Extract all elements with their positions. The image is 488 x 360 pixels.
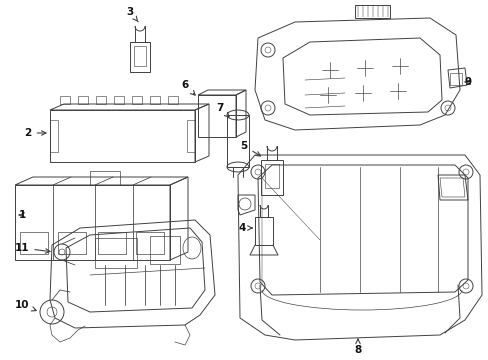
Text: 5: 5 — [240, 141, 260, 156]
Text: 1: 1 — [19, 210, 25, 220]
Text: 7: 7 — [216, 103, 229, 117]
Bar — [95, 238, 137, 268]
Bar — [20, 232, 48, 254]
Bar — [60, 96, 70, 104]
Bar — [134, 46, 146, 66]
Bar — [58, 232, 86, 254]
Text: 11: 11 — [15, 243, 50, 253]
Bar — [130, 42, 150, 72]
Text: 3: 3 — [126, 7, 138, 22]
Text: 10: 10 — [15, 300, 36, 311]
Bar — [50, 120, 58, 152]
Bar — [261, 160, 283, 195]
Bar — [98, 232, 126, 254]
Bar — [226, 115, 248, 167]
Text: 4: 4 — [238, 223, 251, 233]
Bar — [114, 96, 124, 104]
Bar — [96, 96, 106, 104]
Bar — [150, 236, 180, 264]
Bar — [132, 96, 142, 104]
Text: 6: 6 — [181, 80, 195, 95]
Bar — [264, 164, 279, 188]
Bar — [186, 120, 195, 152]
Text: 2: 2 — [24, 128, 46, 138]
Bar — [254, 217, 272, 245]
Text: 8: 8 — [354, 339, 361, 355]
Text: 9: 9 — [464, 77, 470, 87]
Bar — [168, 96, 178, 104]
Bar — [136, 232, 163, 254]
Bar — [150, 96, 160, 104]
Bar — [78, 96, 88, 104]
Bar — [449, 73, 461, 85]
